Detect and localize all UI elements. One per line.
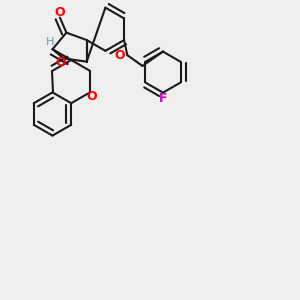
Text: O: O — [115, 49, 125, 62]
Text: O: O — [55, 56, 66, 69]
Text: F: F — [159, 92, 167, 105]
Text: H: H — [46, 37, 54, 47]
Text: O: O — [86, 90, 97, 104]
Text: O: O — [55, 6, 65, 19]
